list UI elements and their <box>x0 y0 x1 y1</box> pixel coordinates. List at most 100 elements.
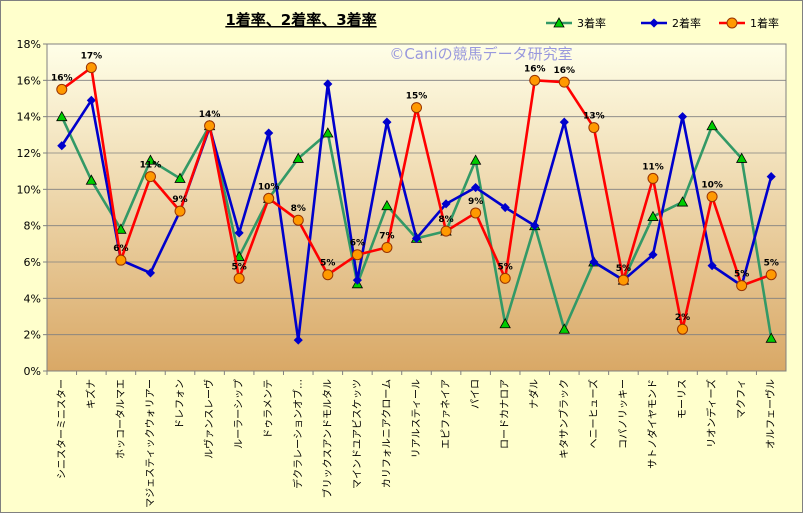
data-point <box>765 332 777 343</box>
data-point <box>204 120 216 132</box>
data-point <box>351 249 363 261</box>
data-point <box>499 272 511 284</box>
x-tick-label: ドレフォン <box>175 379 186 429</box>
series-3 <box>56 62 777 335</box>
data-point <box>706 119 718 131</box>
data-point <box>381 199 393 211</box>
gridlines <box>47 43 786 336</box>
data-point <box>559 117 569 127</box>
data-point <box>588 122 600 134</box>
data-label: 7% <box>379 231 394 241</box>
data-point <box>234 228 244 238</box>
data-point <box>500 202 510 213</box>
x-tick-label: ホッコータルマエ <box>115 379 127 459</box>
x-tick-label: カリフォルニアクローム <box>381 379 393 488</box>
x-axis-ticks: シニスターミニスター キズナ ホッコータルマエ マジェスティックウォリアー ドレフォン ル… <box>46 371 777 508</box>
legend-item: 2着率 <box>641 16 701 30</box>
data-point <box>411 102 422 114</box>
data-point <box>706 191 718 203</box>
data-label: 17% <box>81 52 103 62</box>
data-point <box>677 323 689 335</box>
data-point <box>174 172 186 183</box>
data-point <box>676 196 689 207</box>
x-tick-label: リアルスティール <box>412 379 423 458</box>
data-point <box>56 110 68 122</box>
legend-marker <box>553 17 565 28</box>
legend: 3着率 2着率 1着率 <box>546 16 779 30</box>
x-tick-label: シニスターミニスター <box>56 379 68 479</box>
legend-item: 3着率 <box>546 16 606 30</box>
data-label: 13% <box>583 112 605 122</box>
data-label: 2% <box>675 313 690 323</box>
x-tick-label: パイロ <box>470 379 482 409</box>
y-tick-label: 2% <box>24 329 41 342</box>
legend-label: 2着率 <box>672 16 701 30</box>
data-point <box>411 233 422 243</box>
data-point <box>264 128 274 138</box>
data-point <box>352 275 362 285</box>
data-label: 10% <box>701 181 723 191</box>
x-tick-label: モーリス <box>678 379 689 419</box>
x-tick-label: サトノダイヤモンド <box>646 379 659 469</box>
x-tick-label: エピファネイア <box>440 379 452 449</box>
data-point <box>499 317 511 329</box>
y-tick-label: 18% <box>17 38 41 51</box>
data-point <box>648 250 658 260</box>
data-point <box>707 261 717 271</box>
chart-title: 1着率、2着率、3着率 <box>225 11 376 29</box>
y-tick-label: 10% <box>17 183 41 196</box>
legend-marker <box>649 18 659 28</box>
data-label: 16% <box>51 73 73 83</box>
data-point <box>469 154 482 165</box>
data-point <box>292 152 304 163</box>
data-point <box>470 207 482 219</box>
data-point <box>617 274 629 286</box>
x-tick-label: マジェスティックウォリアー <box>144 379 156 508</box>
legend-marker <box>726 17 738 29</box>
watermark-text: ©Caniの競馬データ研究室 <box>389 45 572 63</box>
data-point <box>440 225 452 237</box>
data-label: 10% <box>258 182 280 192</box>
data-point <box>530 221 540 231</box>
data-point <box>174 205 186 217</box>
y-tick-label: 0% <box>24 365 41 378</box>
data-point <box>382 117 392 127</box>
data-point <box>86 95 96 105</box>
data-point <box>57 141 67 151</box>
data-point <box>144 154 157 165</box>
legend-item: 1着率 <box>719 16 779 30</box>
data-label: 11% <box>642 162 664 172</box>
x-tick-label: ルーラーシップ <box>233 379 245 449</box>
data-label: 16% <box>524 64 546 74</box>
x-tick-label: ドゥラメンテ <box>263 379 275 439</box>
data-point <box>589 257 599 267</box>
data-point <box>471 182 481 193</box>
data-label: 11% <box>140 161 162 171</box>
data-label: 5% <box>616 264 631 274</box>
data-point <box>765 269 777 281</box>
y-tick-label: 6% <box>24 256 41 269</box>
legend-label: 3着率 <box>577 16 606 30</box>
data-point <box>293 335 303 345</box>
data-point <box>322 269 334 281</box>
data-point <box>558 323 570 334</box>
data-point <box>677 112 688 122</box>
data-point <box>322 127 334 138</box>
data-point <box>381 241 393 253</box>
data-label: 8% <box>438 215 453 225</box>
y-tick-label: 4% <box>24 292 41 305</box>
data-label: 5% <box>764 259 779 269</box>
data-point <box>56 83 68 95</box>
data-label: 15% <box>406 92 428 102</box>
x-tick-label: コパノリッキー <box>617 379 629 449</box>
data-point <box>144 171 156 183</box>
data-point <box>736 280 748 292</box>
data-label: 8% <box>291 204 306 214</box>
data-point <box>323 79 333 89</box>
y-tick-label: 14% <box>17 111 41 124</box>
data-point <box>292 214 304 226</box>
data-point <box>263 192 275 204</box>
data-label: 5% <box>734 270 749 280</box>
data-point <box>233 250 245 261</box>
